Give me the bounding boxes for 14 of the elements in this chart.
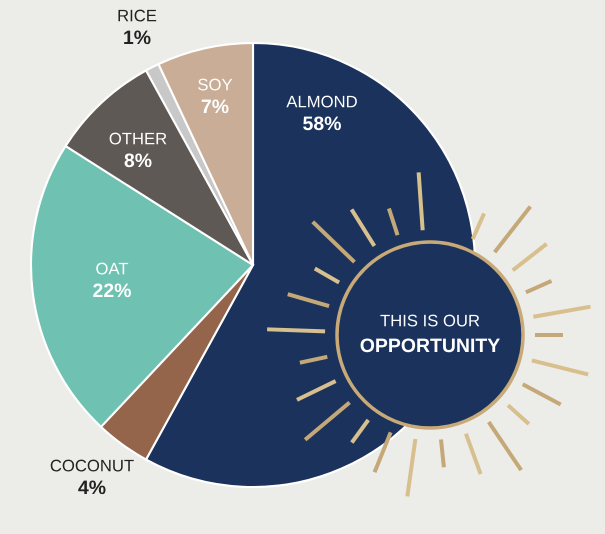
- slice-label: SOY: [198, 78, 232, 90]
- slice-label: RICE: [118, 10, 156, 22]
- data-label: 22%: [93, 283, 131, 298]
- data-label: 8%: [124, 153, 152, 168]
- slice-label: COCONUT: [50, 460, 134, 472]
- slice-label: ALMOND: [286, 96, 357, 108]
- slice-label: OAT: [96, 262, 128, 274]
- data-label: 7%: [202, 100, 229, 114]
- data-label: 1%: [124, 30, 151, 44]
- slice-label: OTHER: [110, 132, 166, 144]
- data-label: 58%: [303, 116, 341, 130]
- text: OPPORTUNITY: [360, 338, 500, 352]
- text: THIS IS OUR: [380, 314, 480, 326]
- data-label: 4%: [78, 480, 106, 494]
